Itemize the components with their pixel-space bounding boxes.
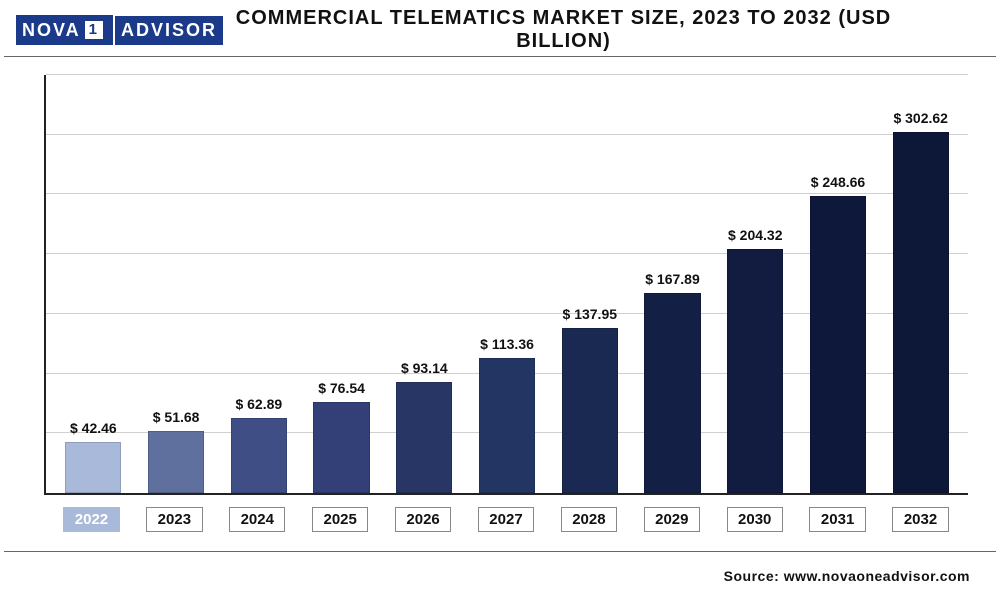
bar-slot: $ 42.46 [52, 75, 135, 493]
source-label: Source: [724, 568, 780, 584]
chart-inner: $ 42.46 $ 51.68 $ 62.89 $ 76.54 $ 93.14 $ 113… [44, 75, 968, 535]
bar-slot: $ 113.36 [466, 75, 549, 493]
x-label-slot: 2031 [796, 503, 879, 535]
x-label: 2032 [892, 507, 948, 532]
x-label: 2026 [395, 507, 451, 532]
x-label-slot: 2029 [630, 503, 713, 535]
value-label: $ 248.66 [811, 174, 866, 190]
bar-slot: $ 51.68 [135, 75, 218, 493]
plot-area: $ 42.46 $ 51.68 $ 62.89 $ 76.54 $ 93.14 $ 113… [44, 75, 968, 495]
bar [893, 132, 949, 493]
x-label-slot: 2023 [133, 503, 216, 535]
bar [396, 382, 452, 493]
x-label: 2024 [229, 507, 285, 532]
bar-slot: $ 76.54 [300, 75, 383, 493]
bar [727, 249, 783, 493]
bar [313, 402, 369, 493]
bar [479, 358, 535, 493]
bar [644, 293, 700, 494]
bar-slot: $ 248.66 [797, 75, 880, 493]
bar-slot: $ 62.89 [217, 75, 300, 493]
bar [65, 442, 121, 493]
x-label-slot: 2030 [713, 503, 796, 535]
value-label: $ 42.46 [70, 420, 117, 436]
x-label-slot: 2027 [465, 503, 548, 535]
x-label: 2028 [561, 507, 617, 532]
x-label-slot: 2026 [382, 503, 465, 535]
header: NOVA 1 ADVISOR COMMERCIAL TELEMATICS MAR… [0, 0, 1000, 56]
value-label: $ 167.89 [645, 271, 700, 287]
bar [231, 418, 287, 493]
value-label: $ 137.95 [563, 306, 618, 322]
bar [148, 431, 204, 493]
x-label: 2027 [478, 507, 534, 532]
x-label: 2022 [63, 507, 119, 532]
bars-container: $ 42.46 $ 51.68 $ 62.89 $ 76.54 $ 93.14 $ 113… [46, 75, 968, 493]
value-label: $ 76.54 [318, 380, 365, 396]
x-label-slot: 2025 [299, 503, 382, 535]
logo: NOVA 1 ADVISOR [16, 15, 223, 45]
x-label-slot: 2032 [879, 503, 962, 535]
value-label: $ 93.14 [401, 360, 448, 376]
x-label: 2030 [727, 507, 783, 532]
bar-slot: $ 93.14 [383, 75, 466, 493]
value-label: $ 204.32 [728, 227, 783, 243]
x-label-slot: 2028 [547, 503, 630, 535]
logo-text-advisor: ADVISOR [115, 16, 223, 45]
bar-slot: $ 167.89 [631, 75, 714, 493]
value-label: $ 113.36 [480, 336, 534, 352]
bar-slot: $ 137.95 [548, 75, 631, 493]
x-label: 2025 [312, 507, 368, 532]
value-label: $ 62.89 [235, 396, 282, 412]
bar [810, 196, 866, 493]
value-label: $ 302.62 [893, 110, 948, 126]
x-label-slot: 2022 [50, 503, 133, 535]
bar-slot: $ 204.32 [714, 75, 797, 493]
x-label: 2031 [809, 507, 865, 532]
source-value: www.novaoneadvisor.com [784, 568, 970, 584]
chart-container: $ 42.46 $ 51.68 $ 62.89 $ 76.54 $ 93.14 $ 113… [4, 56, 996, 552]
source-line: Source: www.novaoneadvisor.com [724, 568, 970, 584]
logo-text-nova: NOVA [22, 20, 81, 41]
x-label: 2023 [146, 507, 202, 532]
bar [562, 328, 618, 493]
bar-slot: $ 302.62 [879, 75, 962, 493]
x-label: 2029 [644, 507, 700, 532]
x-label-slot: 2024 [216, 503, 299, 535]
chart-title: COMMERCIAL TELEMATICS MARKET SIZE, 2023 … [223, 7, 984, 53]
x-axis-labels: 2022 2023 2024 2025 2026 2027 2028 2029 2030 2031… [44, 503, 968, 535]
value-label: $ 51.68 [153, 409, 200, 425]
logo-part-nova: NOVA 1 [16, 15, 113, 45]
logo-text-one: 1 [83, 19, 105, 41]
